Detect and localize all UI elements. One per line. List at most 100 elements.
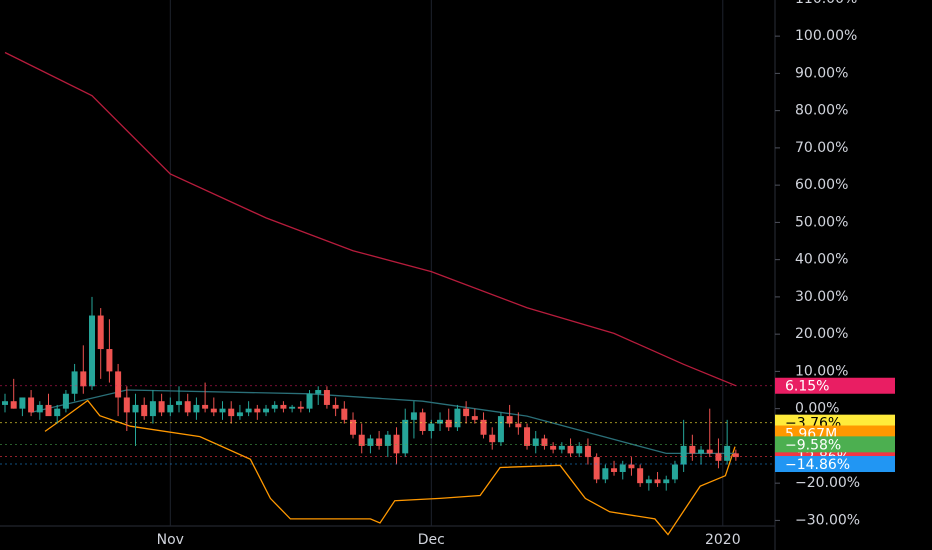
- y-tick-label: 50.00%: [795, 214, 848, 230]
- candle-body: [471, 416, 478, 420]
- candle-body: [671, 464, 678, 480]
- candle-body: [123, 397, 130, 413]
- candle-body: [71, 371, 78, 394]
- candle-body: [306, 393, 313, 409]
- candle-body: [637, 468, 644, 484]
- candle-body: [193, 404, 200, 413]
- candle-body: [645, 479, 652, 484]
- candle-body: [219, 408, 226, 413]
- candle-body: [663, 479, 670, 484]
- candle-body: [463, 408, 470, 417]
- candle-body: [97, 315, 104, 350]
- candle-body: [210, 408, 217, 413]
- candle-body: [515, 423, 522, 428]
- candle-body: [202, 404, 209, 409]
- candle-body: [732, 453, 739, 458]
- candle-body: [584, 445, 591, 458]
- candle-body: [489, 434, 496, 443]
- candle-body: [323, 390, 330, 405]
- y-tick-label: 20.00%: [795, 326, 848, 342]
- candle-body: [236, 412, 243, 417]
- candle-body: [289, 406, 296, 409]
- candle-body: [106, 349, 113, 372]
- candle-body: [611, 468, 618, 472]
- candle-body: [654, 479, 661, 484]
- y-tick-label: 90.00%: [795, 65, 848, 81]
- candle-body: [384, 434, 391, 446]
- candle-body: [158, 401, 165, 413]
- candle-body: [89, 315, 96, 387]
- y-tick-label: 40.00%: [795, 252, 848, 268]
- y-tick-label: 30.00%: [795, 289, 848, 305]
- candle-body: [149, 401, 156, 417]
- candle-body: [698, 449, 705, 454]
- candle-body: [402, 419, 409, 454]
- candle-body: [245, 408, 252, 413]
- candle-body: [132, 404, 139, 413]
- price-tag-label: −9.58%: [785, 437, 841, 453]
- candle-body: [141, 404, 148, 417]
- candle-body: [315, 390, 322, 394]
- y-tick-label: 10.00%: [795, 363, 848, 379]
- y-tick-label: −20.00%: [795, 475, 860, 491]
- candle-body: [419, 412, 426, 432]
- candle-body: [376, 438, 383, 446]
- candle-body: [332, 404, 339, 409]
- candle-body: [358, 434, 365, 446]
- candle-body: [263, 408, 270, 413]
- candle-body: [2, 401, 8, 405]
- candle-body: [410, 412, 417, 420]
- candle-body: [576, 445, 583, 454]
- candle-body: [480, 419, 487, 435]
- y-tick-label: 70.00%: [795, 140, 848, 156]
- candle-body: [45, 404, 52, 417]
- candle-body: [367, 438, 374, 446]
- candle-body: [62, 393, 69, 409]
- y-tick-label: 110.00%: [795, 0, 857, 7]
- candle-body: [602, 468, 609, 480]
- candle-body: [454, 408, 461, 428]
- price-tag: [775, 377, 895, 394]
- candle-body: [619, 464, 626, 472]
- candle-body: [724, 445, 731, 461]
- price-tag-label: 6.15%: [785, 379, 829, 395]
- candle-body: [10, 401, 17, 409]
- candle-body: [297, 406, 304, 409]
- candle-body: [176, 401, 183, 405]
- x-tick-label: Dec: [418, 532, 445, 548]
- candle-body: [715, 453, 722, 461]
- candle-body: [280, 404, 287, 409]
- candle-body: [254, 408, 261, 413]
- x-tick-label: Nov: [157, 532, 184, 548]
- candle-body: [497, 416, 504, 443]
- candle-body: [36, 404, 43, 413]
- price-tag-label: −14.86%: [785, 457, 850, 473]
- candle-body: [115, 371, 122, 398]
- candle-body: [593, 457, 600, 480]
- candle-body: [19, 397, 26, 409]
- candle-body: [341, 408, 348, 420]
- y-tick-label: 0.00%: [795, 401, 839, 417]
- x-tick-label: 2020: [705, 532, 741, 548]
- candle-body: [567, 445, 574, 454]
- candle-body: [428, 423, 435, 432]
- indicator-line: [4, 51, 737, 387]
- candle-body: [532, 438, 539, 446]
- candle-body: [28, 397, 35, 413]
- candle-body: [54, 408, 61, 417]
- y-tick-label: 60.00%: [795, 177, 848, 193]
- y-tick-label: 100.00%: [795, 28, 857, 44]
- y-tick-label: −30.00%: [795, 512, 860, 528]
- candle-body: [167, 404, 174, 413]
- candle-body: [689, 445, 696, 454]
- candle-body: [80, 371, 87, 387]
- candle-body: [506, 416, 513, 424]
- candle-body: [445, 419, 452, 428]
- candle-body: [558, 445, 565, 450]
- candle-body: [271, 404, 278, 409]
- candle-body: [680, 445, 687, 465]
- y-tick-label: 80.00%: [795, 103, 848, 119]
- candle-body: [706, 449, 713, 454]
- price-tag: [775, 456, 895, 473]
